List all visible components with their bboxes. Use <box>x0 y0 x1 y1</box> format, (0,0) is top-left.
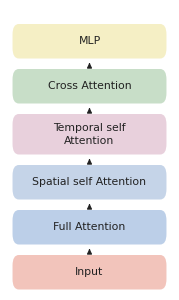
Text: Cross Attention: Cross Attention <box>48 81 131 91</box>
FancyBboxPatch shape <box>13 114 166 154</box>
Text: MLP: MLP <box>78 36 101 46</box>
Text: Input: Input <box>75 267 104 277</box>
FancyBboxPatch shape <box>13 24 166 58</box>
FancyBboxPatch shape <box>13 255 166 290</box>
Text: Full Attention: Full Attention <box>53 222 126 232</box>
Text: Spatial self Attention: Spatial self Attention <box>33 177 146 187</box>
FancyBboxPatch shape <box>13 165 166 200</box>
FancyBboxPatch shape <box>13 210 166 244</box>
FancyBboxPatch shape <box>13 69 166 103</box>
Text: Temporal self
Attention: Temporal self Attention <box>53 123 126 146</box>
